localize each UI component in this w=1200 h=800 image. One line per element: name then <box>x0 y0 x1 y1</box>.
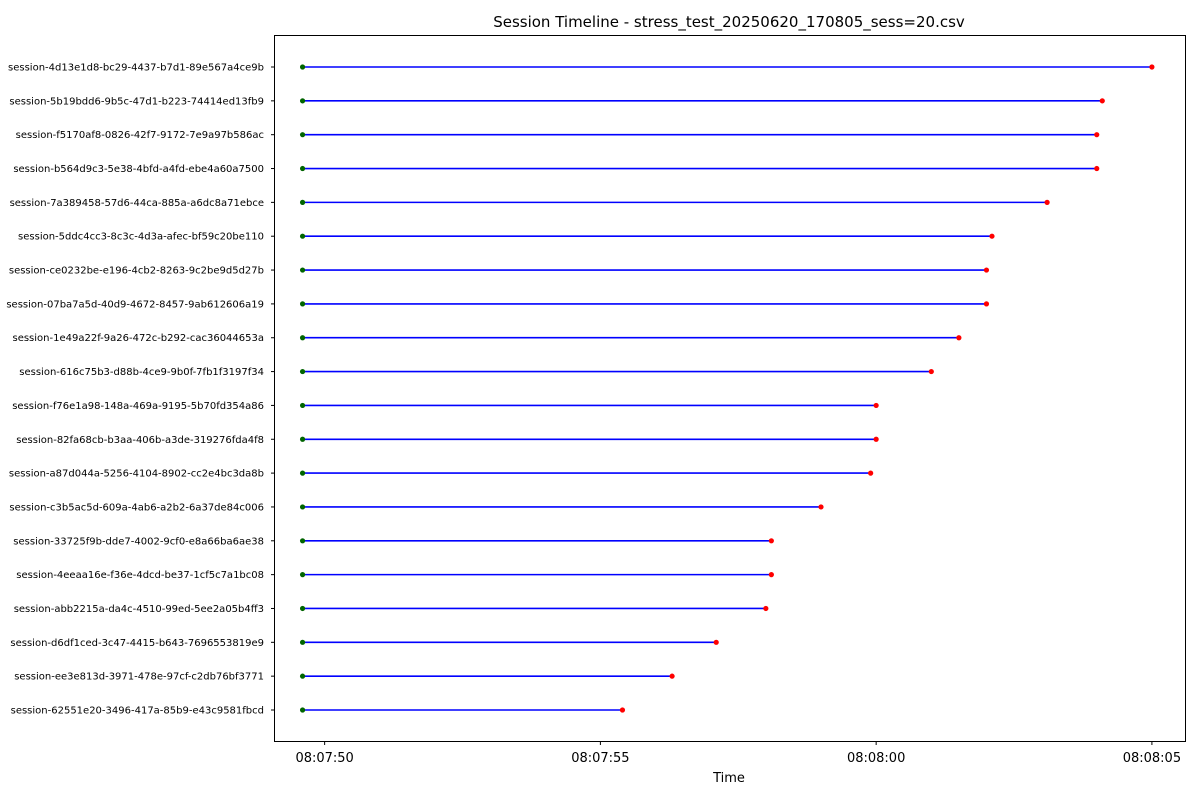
y-tick-label: session-ee3e813d-3971-478e-97cf-c2db76bf… <box>14 672 264 683</box>
timeline-marks <box>299 64 1155 713</box>
y-tick-label: session-c3b5ac5d-609a-4ab6-a2b2-6a37de84… <box>9 502 264 513</box>
y-tick-label: session-4eeaa16e-f36e-4dcd-be37-1cf5c7a1… <box>16 570 264 581</box>
session-end-point <box>989 233 995 239</box>
session-end-point <box>768 572 774 578</box>
y-tick-label: session-616c75b3-d88b-4ce9-9b0f-7fb1f319… <box>19 367 264 378</box>
y-tick-label: session-82fa68cb-b3aa-406b-a3de-319276fd… <box>16 435 264 446</box>
session-end-point <box>1044 199 1050 205</box>
y-tick-label: session-7a389458-57d6-44ca-885a-a6dc8a71… <box>10 198 264 209</box>
x-axis-ticks: 08:07:50 08:07:55 08:08:00 08:08:05 <box>295 741 1181 766</box>
y-tick-label: session-d6df1ced-3c47-4415-b643-76965538… <box>10 638 264 649</box>
session-start-point <box>299 64 306 70</box>
session-start-point <box>299 267 306 273</box>
session-start-point <box>299 335 306 341</box>
session-start-point <box>299 572 306 578</box>
x-tick-label: 08:08:05 <box>1123 751 1181 766</box>
session-start-point <box>299 470 306 476</box>
session-end-point <box>669 673 675 679</box>
session-start-point <box>299 165 306 172</box>
session-start-point <box>299 605 306 612</box>
x-tick-label: 08:08:00 <box>847 751 905 766</box>
session-start-point <box>299 673 306 679</box>
session-end-point <box>983 267 990 273</box>
session-start-point <box>299 132 306 138</box>
session-start-point <box>299 233 306 239</box>
session-end-point <box>873 402 879 409</box>
session-end-point <box>1149 64 1155 70</box>
y-axis-ticks: session-4d13e1d8-bc29-4437-b7d1-89e567a4… <box>6 63 275 717</box>
session-end-point <box>768 538 774 544</box>
session-start-point <box>299 199 306 205</box>
session-start-point <box>299 98 306 104</box>
y-tick-label: session-f76e1a98-148a-469a-9195-5b70fd35… <box>12 401 264 412</box>
session-end-point <box>1094 165 1100 172</box>
y-tick-label: session-abb2215a-da4c-4510-99ed-5ee2a05b… <box>14 604 264 615</box>
y-tick-label: session-5ddc4cc3-8c3c-4d3a-afec-bf59c20b… <box>18 232 264 243</box>
y-tick-label: session-4d13e1d8-bc29-4437-b7d1-89e567a4… <box>8 63 264 74</box>
session-start-point <box>299 402 306 409</box>
session-start-point <box>299 538 306 544</box>
y-tick-label: session-62551e20-3496-417a-85b9-e43c9581… <box>11 706 264 717</box>
session-end-point <box>868 470 874 476</box>
y-tick-label: session-ce0232be-e196-4cb2-8263-9c2be9d5… <box>9 266 264 277</box>
y-tick-label: session-33725f9b-dde7-4002-9cf0-e8a66ba6… <box>13 536 264 547</box>
session-end-point <box>713 639 719 645</box>
session-end-point <box>818 504 824 510</box>
y-tick-label: session-b564d9c3-5e38-4bfd-a4fd-ebe4a60a… <box>13 164 264 175</box>
y-tick-label: session-07ba7a5d-40d9-4672-8457-9ab61260… <box>6 299 264 310</box>
session-start-point <box>299 301 306 307</box>
session-start-point <box>299 436 306 442</box>
session-end-point <box>983 301 990 307</box>
y-tick-label: session-f5170af8-0826-42f7-9172-7e9a97b5… <box>16 130 264 141</box>
session-end-point <box>956 335 962 341</box>
x-tick-label: 08:07:50 <box>295 751 353 766</box>
x-axis-label: Time <box>712 771 745 786</box>
session-start-point <box>299 639 306 645</box>
x-tick-label: 08:07:55 <box>571 751 629 766</box>
session-start-point <box>299 368 306 375</box>
session-end-point <box>873 436 879 442</box>
y-tick-label: session-5b19bdd6-9b5c-47d1-b223-74414ed1… <box>9 96 264 107</box>
session-end-point <box>1099 98 1105 104</box>
y-tick-label: session-a87d044a-5256-4104-8902-cc2e4bc3… <box>9 469 264 480</box>
session-end-point <box>619 707 626 713</box>
session-start-point <box>299 504 306 510</box>
plot-area-frame <box>274 35 1186 742</box>
session-start-point <box>299 707 306 713</box>
y-tick-label: session-1e49a22f-9a26-472c-b292-cac36044… <box>12 333 264 344</box>
session-end-point <box>1094 132 1100 138</box>
session-end-point <box>928 368 934 375</box>
session-end-point <box>763 605 769 612</box>
chart-title: Session Timeline - stress_test_20250620_… <box>493 13 965 32</box>
